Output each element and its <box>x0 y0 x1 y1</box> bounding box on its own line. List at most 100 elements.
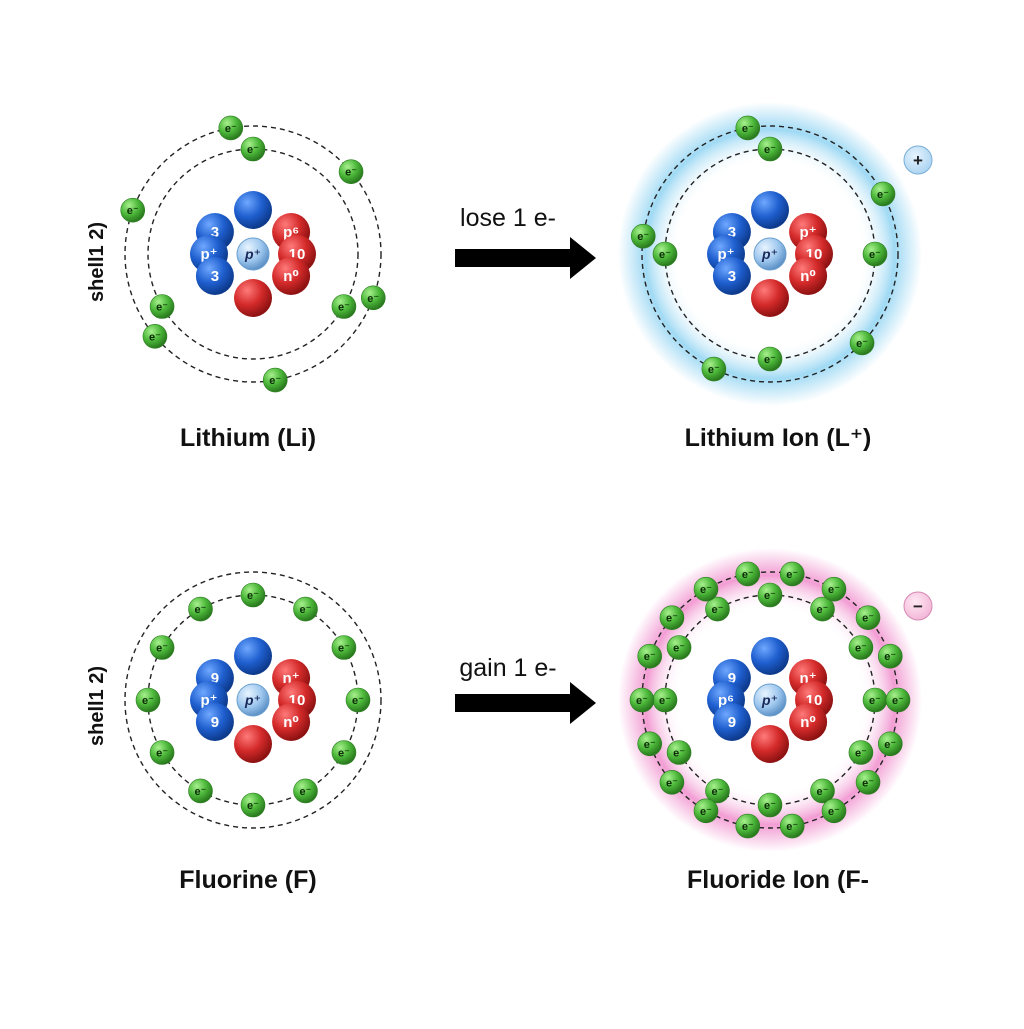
electron-label: e⁻ <box>862 777 874 789</box>
electron: e⁻ <box>855 769 881 795</box>
electron: e⁻ <box>877 731 903 757</box>
proton-ball <box>195 703 234 741</box>
atom-lithium-ion: 3 p⁺p⁺ 103 n⁰p⁺e⁻e⁻e⁻e⁻e⁻e⁻e⁻e⁻e⁻+ <box>618 102 933 406</box>
nucleus-label: 9 <box>728 714 736 731</box>
row-fluorine: shell1 2) 9 n⁺p⁺ 109 n⁰p⁺e⁻e⁻e⁻e⁻e⁻e⁻e⁻e⁻e⁻… <box>86 548 933 894</box>
electron: e⁻ <box>693 798 719 824</box>
caption-fluorine: Fluorine (F) <box>179 866 316 894</box>
neutron-ball <box>234 725 272 763</box>
electron: e⁻ <box>779 813 805 839</box>
electron: e⁻ <box>652 687 678 713</box>
electron: e⁻ <box>240 792 266 818</box>
nucleus-label: 3 <box>211 268 219 285</box>
electron-label: e⁻ <box>345 167 357 179</box>
nucleus: 3 p⁺p⁺ 103 n⁰p⁺ <box>707 191 833 317</box>
electron-label: e⁻ <box>712 786 724 798</box>
outer-orbit <box>124 125 382 383</box>
electron: e⁻ <box>705 596 730 622</box>
electron: e⁻ <box>862 241 888 267</box>
electron-label: e⁻ <box>338 643 350 655</box>
nucleus: 9 n⁺p⁶ 109 n⁰p⁺ <box>707 637 833 763</box>
electron-label: e⁻ <box>700 806 712 818</box>
electron-label: e⁻ <box>300 786 312 798</box>
electron-label: e⁻ <box>673 643 685 655</box>
electron-label: e⁻ <box>195 604 207 616</box>
electron-label: e⁻ <box>764 800 776 812</box>
electron: e⁻ <box>862 687 888 713</box>
electron-label: e⁻ <box>708 364 720 376</box>
neutron-ball <box>751 279 789 317</box>
electron-label: e⁻ <box>884 739 896 751</box>
nucleus: 9 n⁺p⁺ 109 n⁰p⁺ <box>190 637 316 763</box>
nucleus-label: 3 <box>728 224 736 241</box>
shell-label-row2: shell1 2) <box>86 666 108 746</box>
nucleus-label: 9 <box>211 714 219 731</box>
electron: e⁻ <box>293 596 318 622</box>
electron-label: e⁻ <box>352 695 364 707</box>
electron: e⁻ <box>666 740 692 765</box>
electron: e⁻ <box>701 356 727 382</box>
neutron-ball <box>751 725 789 763</box>
arrow-label-lose: lose 1 e- <box>460 204 556 232</box>
electron: e⁻ <box>345 687 371 713</box>
core-label: p⁺ <box>244 692 261 708</box>
arrow-lose-electron: lose 1 e- <box>455 204 596 279</box>
electron: e⁻ <box>821 798 847 824</box>
electron: e⁻ <box>849 330 875 356</box>
electron-label: e⁻ <box>855 748 867 760</box>
electron: e⁻ <box>877 643 903 669</box>
electron-label: e⁻ <box>367 293 379 305</box>
electron: e⁻ <box>870 181 896 207</box>
electron: e⁻ <box>652 241 678 267</box>
atom-lithium: 3 p⁶p⁺ 103 n⁰p⁺e⁻e⁻e⁻e⁻e⁻e⁻e⁻e⁻e⁻ <box>120 115 386 393</box>
electron-label: e⁻ <box>764 590 776 602</box>
electron: e⁻ <box>735 813 761 839</box>
proton-ball <box>712 257 751 295</box>
electron: e⁻ <box>757 136 783 162</box>
outer-orbit <box>124 571 382 829</box>
electron-label: e⁻ <box>817 604 829 616</box>
electron-label: e⁻ <box>338 748 350 760</box>
electron: e⁻ <box>188 778 213 804</box>
core-label: p⁺ <box>761 692 778 708</box>
electron: e⁻ <box>757 582 783 608</box>
electron-label: e⁻ <box>666 777 678 789</box>
core-label: p⁺ <box>244 246 261 262</box>
proton-ball <box>234 191 272 229</box>
electron-label: e⁻ <box>247 590 259 602</box>
electron: e⁻ <box>149 294 175 319</box>
nucleus-label: 3 <box>211 224 219 241</box>
electron-label: e⁻ <box>764 354 776 366</box>
electron-label: e⁻ <box>828 584 840 596</box>
charge-label: − <box>913 597 923 616</box>
electron-label: e⁻ <box>269 375 281 387</box>
electron: e⁻ <box>629 687 655 713</box>
electron: e⁻ <box>757 792 783 818</box>
electron: e⁻ <box>142 323 168 349</box>
electron-label: e⁻ <box>884 651 896 663</box>
electron: e⁻ <box>331 294 357 319</box>
minus-charge-icon: − <box>903 591 933 621</box>
electron-label: e⁻ <box>156 643 168 655</box>
electron: e⁻ <box>855 605 881 631</box>
electron: e⁻ <box>240 136 266 162</box>
plus-charge-icon: + <box>903 145 933 175</box>
electron-label: e⁻ <box>764 144 776 156</box>
right-arrow-icon <box>455 237 596 279</box>
arrow-gain-electron: gain 1 e- <box>455 654 596 724</box>
electron: e⁻ <box>659 605 685 631</box>
proton-ball <box>234 637 272 675</box>
electron: e⁻ <box>293 778 318 804</box>
electron-label: e⁻ <box>127 205 139 217</box>
electron: e⁻ <box>810 778 835 804</box>
electron-label: e⁻ <box>338 302 350 314</box>
electron: e⁻ <box>120 197 146 223</box>
electron: e⁻ <box>885 687 911 713</box>
neutron-ball <box>272 703 311 741</box>
electron-label: e⁻ <box>855 643 867 655</box>
electron-label: e⁻ <box>862 613 874 625</box>
caption-fluoride-ion: Fluoride Ion (F- <box>687 866 869 894</box>
electron: e⁻ <box>666 635 692 660</box>
electron: e⁻ <box>331 740 357 765</box>
caption-lithium-ion: Lithium Ion (L⁺) <box>685 424 872 452</box>
